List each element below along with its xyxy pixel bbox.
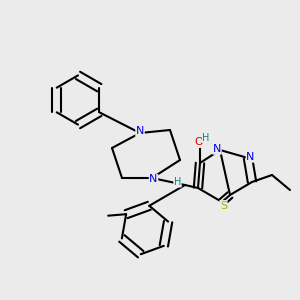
Text: O: O [194, 137, 203, 147]
Text: N: N [246, 152, 255, 162]
Text: N: N [136, 127, 144, 136]
Text: N: N [213, 144, 221, 154]
Text: H: H [174, 177, 181, 187]
Text: N: N [149, 175, 158, 184]
Text: S: S [220, 201, 227, 211]
Text: H: H [202, 133, 210, 142]
